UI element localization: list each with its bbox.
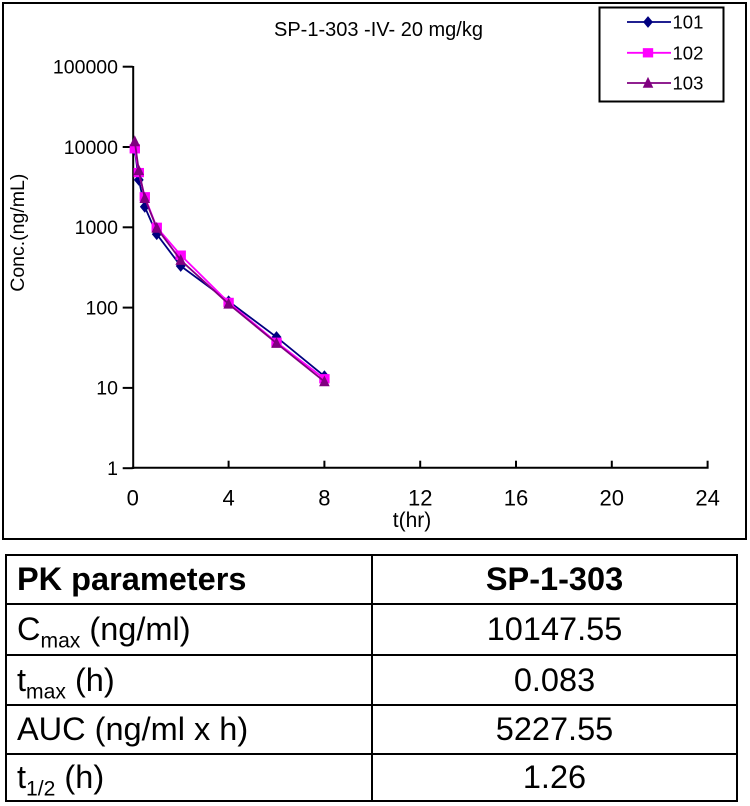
series-102-line <box>133 148 325 380</box>
table-row-cmax: Cmax (ng/ml) 10147.55 <box>5 603 738 656</box>
param-label-auc: AUC (ng/ml x h) <box>5 704 373 755</box>
series-103-line <box>133 141 325 383</box>
param-header-cell: PK parameters <box>5 554 373 605</box>
series-102 <box>129 144 330 384</box>
x-tick-label: 8 <box>318 486 330 511</box>
triangle-marker <box>642 76 654 88</box>
legend: 101 102 103 <box>598 6 725 103</box>
param-post: (h) <box>65 661 115 698</box>
chart-title: SP-1-303 -IV- 20 mg/kg <box>274 19 483 41</box>
diamond-marker <box>271 331 282 343</box>
x-tick-label: 4 <box>222 486 234 511</box>
triangle-marker <box>223 297 234 309</box>
legend-entry-102: 102 <box>627 42 703 63</box>
y-tick-label: 1 <box>107 458 118 480</box>
diamond-marker <box>643 16 653 28</box>
value-cmax: 10147.55 <box>371 603 738 656</box>
table-header-row: PK parameters SP-1-303 <box>5 554 738 605</box>
param-label-tmax: tmax (h) <box>5 654 373 706</box>
triangle-marker <box>129 135 141 147</box>
square-marker <box>129 144 140 154</box>
table-row-auc: AUC (ng/ml x h) 5227.55 <box>5 704 738 755</box>
pk-concentration-chart: SP-1-303 -IV- 20 mg/kg 1 10 100 1000 10000 100… <box>2 2 747 540</box>
triangle-marker <box>151 221 163 233</box>
param-pre: t <box>17 661 27 698</box>
square-marker <box>642 48 654 58</box>
y-tick-label: 10 <box>96 378 118 400</box>
legend-box <box>598 6 725 103</box>
y-tick-label: 10000 <box>64 137 118 159</box>
series-101 <box>129 143 330 383</box>
table-row-tmax: tmax (h) 0.083 <box>5 654 738 706</box>
param-pre: AUC (ng/ml x h) <box>17 711 249 747</box>
compound-header-cell: SP-1-303 <box>371 554 738 605</box>
diamond-marker <box>139 200 150 213</box>
series-101-line <box>133 149 325 377</box>
value-auc: 5227.55 <box>371 704 738 755</box>
param-sub: max <box>26 680 66 703</box>
y-tick-label: 100000 <box>53 57 118 79</box>
legend-label: 101 <box>673 12 704 33</box>
x-tick-label: 0 <box>127 486 139 511</box>
triangle-marker <box>175 254 186 265</box>
param-post: (ng/ml) <box>80 611 191 647</box>
pk-parameters-table: PK parameters SP-1-303 Cmax (ng/ml) 1014… <box>5 554 738 802</box>
legend-entry-103: 103 <box>627 73 703 94</box>
param-pre: t <box>17 759 27 795</box>
triangle-marker <box>319 375 330 387</box>
series-103 <box>129 135 330 387</box>
y-axis-title: Conc.(ng/mL) <box>7 174 29 292</box>
x-tick-label: 24 <box>695 486 719 511</box>
param-label-thalf: t1/2 (h) <box>5 753 373 802</box>
param-sub: 1/2 <box>26 777 56 801</box>
y-tick-label: 1000 <box>75 217 119 239</box>
param-label-cmax: Cmax (ng/ml) <box>5 603 373 656</box>
axes <box>122 65 709 470</box>
triangle-marker <box>139 192 151 203</box>
triangle-marker <box>133 164 145 176</box>
x-tick-label: 16 <box>504 486 528 511</box>
value-thalf: 1.26 <box>371 753 738 802</box>
legend-entry-101: 101 <box>627 12 703 33</box>
x-axis-title: t(hr) <box>393 509 432 532</box>
table-row-thalf: t1/2 (h) 1.26 <box>5 753 738 802</box>
param-sub: max <box>40 629 81 653</box>
legend-label: 103 <box>673 73 704 94</box>
param-post: (h) <box>55 759 105 795</box>
param-pre: C <box>17 611 41 647</box>
diamond-marker <box>133 173 144 186</box>
legend-label: 102 <box>673 42 704 63</box>
x-tick-label: 20 <box>600 486 624 511</box>
triangle-marker <box>271 337 282 348</box>
chart-border <box>2 2 747 540</box>
x-tick-label: 12 <box>408 486 432 511</box>
y-tick-label: 100 <box>85 297 118 319</box>
value-tmax: 0.083 <box>371 654 738 706</box>
diamond-marker <box>151 228 162 241</box>
